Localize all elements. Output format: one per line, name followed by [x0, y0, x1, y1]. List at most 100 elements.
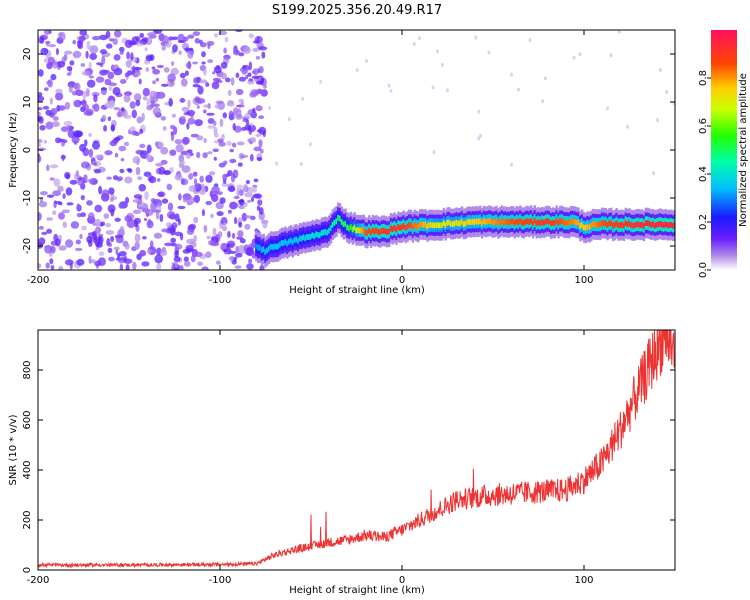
signal-band-cell [470, 219, 473, 226]
signal-band-cell [406, 223, 409, 230]
noise-speckle [113, 175, 119, 181]
noise-speckle [207, 43, 211, 50]
noise-speckle [193, 178, 198, 185]
noise-speckle [93, 94, 98, 103]
signal-band-cell [320, 230, 324, 236]
signal-band-cell [670, 222, 673, 228]
signal-band-cell [510, 218, 513, 225]
noise-speckle [134, 233, 141, 243]
noise-speckle [229, 148, 234, 153]
noise-speckle [52, 116, 60, 121]
colorbar-ticks: 0.0 0.2 0.4 0.6 0.8 [698, 70, 711, 278]
noise-speckle [242, 186, 249, 193]
noise-speckle [254, 193, 263, 199]
noise-speckle [55, 48, 60, 55]
noise-speckle [258, 46, 268, 51]
noise-speckle [109, 100, 116, 108]
noise-speckle [132, 199, 141, 203]
noise-speckle [239, 154, 249, 158]
noise-speckle [156, 178, 161, 182]
spectrogram-y-label: Frequency (Hz) [8, 112, 19, 188]
noise-speckle [212, 227, 217, 236]
noise-speckle [146, 105, 153, 111]
y-tick-label: 20 [22, 48, 33, 61]
noise-speckle [262, 221, 268, 229]
noise-speckle [170, 67, 179, 76]
noise-speckle [139, 143, 146, 149]
noise-speckle [252, 68, 259, 76]
noise-speckle [50, 108, 58, 116]
noise-speckle [174, 139, 183, 145]
noise-speckle [119, 46, 125, 53]
signal-band-cell [278, 241, 282, 248]
noise-speckle [94, 226, 102, 234]
signal-band-cell [428, 222, 431, 228]
noise-speckle [196, 151, 201, 159]
noise-speckle [74, 247, 83, 252]
noise-speckle [201, 61, 206, 65]
noise-speckle [64, 171, 71, 179]
signal-band-cell [440, 222, 444, 229]
snr-x-label: Height of straight line (km) [289, 585, 425, 596]
noise-speckle [251, 196, 254, 203]
noise-speckle [170, 237, 177, 243]
noise-speckle [58, 265, 64, 270]
colorbar: 0.0 0.2 0.4 0.6 0.8 Normalized spectral ampl… [698, 30, 749, 278]
noise-speckle [72, 50, 82, 59]
noise-speckle [107, 247, 113, 253]
noise-speckle [80, 106, 86, 113]
noise-speckle [123, 114, 132, 119]
signal-band-cell [626, 221, 629, 228]
noise-speckle [234, 217, 238, 225]
noise-speckle [111, 65, 118, 70]
noise-speckle [130, 52, 134, 61]
noise-speckle [100, 221, 106, 227]
signal-band-cell [368, 227, 371, 234]
noise-speckle [93, 162, 98, 166]
signal-band-cell [408, 222, 411, 228]
signal-band-cell [338, 215, 342, 222]
noise-speckle [168, 97, 173, 107]
signal-band-cell [349, 224, 353, 230]
noise-speckle [247, 199, 252, 203]
signal-band-cell [619, 222, 622, 229]
noise-speckle [387, 83, 391, 88]
signal-band-cell [668, 222, 671, 228]
signal-band-cell [513, 220, 516, 226]
noise-speckle [139, 249, 147, 257]
noise-speckle [61, 154, 65, 162]
signal-band-cell [646, 220, 649, 226]
noise-speckle [432, 150, 436, 155]
y-tick-label: 0 [22, 147, 33, 153]
signal-band-cell [566, 219, 569, 226]
signal-band-cell [488, 218, 491, 224]
noise-speckle [254, 89, 264, 95]
noise-speckle [181, 106, 190, 112]
noise-speckle [134, 241, 140, 250]
signal-band-cell [266, 247, 269, 254]
noise-speckle [168, 36, 174, 41]
noise-speckle [93, 169, 102, 174]
noise-speckle [213, 33, 219, 38]
chart-title: S199.2025.356.20.49.R17 [272, 3, 442, 18]
noise-speckle [203, 224, 208, 233]
noise-speckle [235, 88, 244, 96]
signal-band-cell [446, 219, 449, 226]
signal-band-cell [328, 227, 331, 234]
signal-band-cell [621, 221, 624, 228]
noise-speckle [252, 47, 260, 52]
signal-band-cell [326, 229, 329, 236]
noise-speckle [87, 212, 95, 221]
noise-speckle [114, 152, 119, 158]
signal-band-cell [653, 222, 657, 229]
signal-band-cell [451, 221, 455, 228]
noise-speckle [244, 202, 248, 208]
noise-speckle [203, 104, 211, 108]
noise-speckle [237, 245, 246, 254]
noise-speckle [166, 221, 172, 228]
noise-speckle [232, 123, 236, 131]
noise-speckle [179, 159, 185, 167]
noise-speckle [72, 39, 76, 45]
noise-speckle [109, 197, 114, 202]
y-tick-label: 600 [22, 410, 33, 429]
